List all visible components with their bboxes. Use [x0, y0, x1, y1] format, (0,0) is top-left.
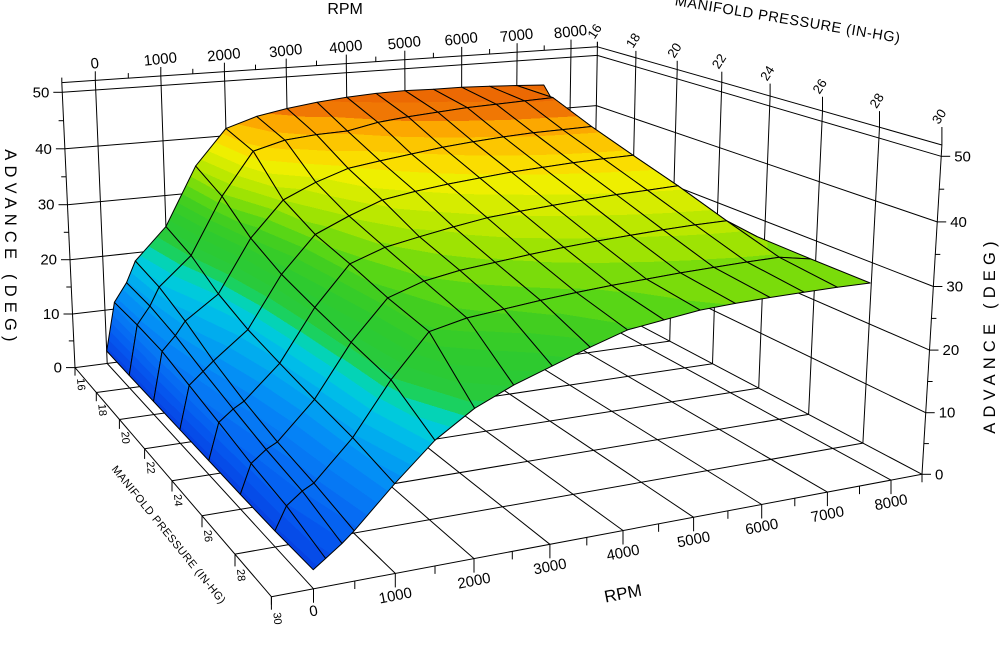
svg-text:2000: 2000	[456, 570, 492, 593]
svg-text:40: 40	[950, 214, 967, 231]
svg-text:18: 18	[95, 403, 108, 416]
svg-text:10: 10	[939, 405, 956, 422]
svg-text:4000: 4000	[605, 542, 641, 565]
svg-text:10: 10	[43, 306, 60, 323]
svg-text:2000: 2000	[206, 45, 241, 65]
svg-text:ADVANCE (DEG): ADVANCE (DEG)	[1, 149, 19, 346]
svg-text:30: 30	[946, 279, 963, 296]
svg-text:28: 28	[234, 569, 247, 582]
svg-text:20: 20	[664, 40, 684, 60]
svg-text:24: 24	[171, 494, 184, 507]
svg-text:3000: 3000	[268, 41, 303, 61]
svg-text:6000: 6000	[444, 29, 479, 49]
svg-text:0: 0	[90, 55, 100, 73]
svg-text:20: 20	[943, 342, 960, 359]
svg-text:30: 30	[270, 612, 283, 625]
svg-text:ADVANCE (DEG): ADVANCE (DEG)	[981, 236, 999, 433]
svg-text:26: 26	[809, 76, 829, 96]
svg-text:16: 16	[584, 21, 604, 41]
svg-text:20: 20	[40, 252, 57, 269]
svg-text:1000: 1000	[377, 584, 413, 607]
svg-text:8000: 8000	[553, 22, 588, 42]
svg-text:5000: 5000	[676, 528, 712, 551]
svg-text:8000: 8000	[873, 491, 909, 514]
svg-text:50: 50	[954, 148, 971, 165]
svg-text:22: 22	[709, 51, 729, 71]
svg-text:3000: 3000	[532, 555, 568, 578]
svg-text:5000: 5000	[387, 33, 422, 53]
svg-text:22: 22	[144, 461, 157, 474]
svg-text:16: 16	[74, 378, 87, 391]
svg-text:28: 28	[866, 90, 886, 110]
svg-text:4000: 4000	[328, 37, 363, 57]
svg-text:26: 26	[201, 529, 214, 542]
svg-text:24: 24	[757, 63, 777, 83]
svg-text:0: 0	[54, 360, 62, 377]
svg-text:50: 50	[33, 84, 50, 101]
svg-text:0: 0	[935, 466, 943, 483]
svg-text:30: 30	[929, 106, 949, 126]
svg-text:RPM: RPM	[327, 1, 363, 18]
svg-text:20: 20	[118, 431, 131, 444]
svg-text:18: 18	[623, 30, 643, 50]
svg-text:30: 30	[38, 197, 55, 214]
svg-text:40: 40	[35, 141, 52, 158]
svg-text:6000: 6000	[744, 516, 780, 539]
svg-text:7000: 7000	[810, 503, 846, 526]
svg-text:7000: 7000	[499, 26, 534, 46]
svg-text:0: 0	[308, 602, 319, 620]
svg-text:1000: 1000	[143, 49, 178, 69]
